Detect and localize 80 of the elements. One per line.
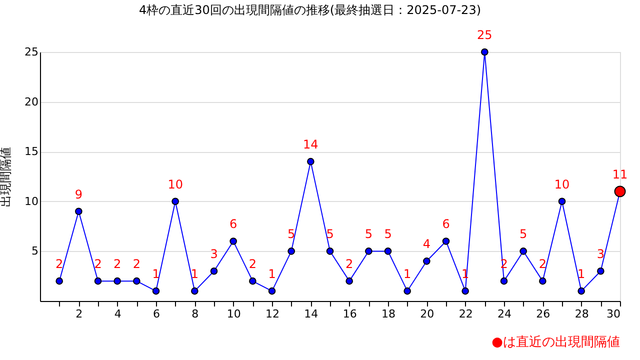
point (384, 248, 392, 255)
data-label: 2 (94, 257, 102, 272)
point (597, 267, 604, 275)
point (172, 198, 179, 206)
data-label: 1 (152, 267, 160, 282)
data-label: 5 (384, 227, 392, 242)
x-tick-label: 16 (342, 308, 357, 320)
x-tick-label: 22 (458, 308, 473, 320)
point (346, 277, 353, 285)
data-label: 1 (190, 267, 198, 282)
point (288, 248, 295, 255)
data-label: 10 (168, 177, 183, 192)
x-tick-label: 4 (114, 308, 122, 320)
point (500, 277, 508, 285)
point (249, 277, 256, 285)
data-label: 10 (554, 177, 570, 192)
point (133, 277, 140, 285)
chart-title: 4枠の直近30回の出現間隔値の推移(最終抽選日：2025-07-23) (138, 3, 482, 17)
x-tick-label: 12 (266, 308, 280, 320)
data-label: 11 (612, 167, 628, 182)
data-label: 9 (74, 187, 82, 202)
point (210, 267, 218, 275)
point (442, 238, 450, 245)
point (326, 248, 334, 255)
x-tick-label: 14 (304, 308, 318, 320)
x-tick-label: 26 (536, 308, 550, 320)
point (94, 277, 102, 285)
data-label: 3 (596, 247, 604, 262)
data-label: 1 (268, 267, 276, 282)
data-label: 5 (326, 227, 334, 242)
data-label: 2 (538, 257, 546, 272)
x-tick-label: 28 (574, 308, 589, 320)
point (462, 287, 469, 295)
x-tick-label: 8 (192, 308, 199, 320)
data-label: 5 (364, 227, 372, 242)
x-tick-label: 6 (153, 308, 160, 320)
x-tick-label: 2 (76, 308, 83, 320)
point (75, 208, 82, 216)
point (423, 258, 430, 265)
data-label: 6 (442, 217, 450, 232)
point (520, 248, 527, 255)
data-label: 2 (114, 257, 122, 272)
data-label: 2 (346, 257, 354, 272)
data-label: 14 (303, 138, 318, 152)
point (404, 287, 411, 295)
text: ●は直近の出現間隔値 (492, 335, 620, 350)
data-label: 2 (132, 257, 140, 272)
point (114, 277, 121, 285)
data-label: 1 (404, 267, 412, 282)
data-label: 4 (422, 237, 430, 252)
point (191, 287, 198, 295)
y-tick-label: 5 (32, 244, 38, 258)
x-tick-label: 24 (498, 308, 512, 320)
data-label: 5 (288, 227, 296, 242)
data-label: 3 (210, 247, 218, 262)
y-tick-label: 15 (24, 145, 38, 158)
x-tick-label: 20 (420, 308, 434, 320)
x-tick-label: 18 (382, 308, 396, 320)
data-label: 25 (477, 28, 492, 42)
data-label: 2 (248, 257, 256, 272)
point (578, 287, 585, 295)
point (152, 287, 160, 295)
point (481, 48, 488, 56)
x-tick-label: 10 (226, 308, 241, 320)
point (365, 248, 372, 255)
y-axis-title: 出現間隔値 (0, 147, 13, 207)
data-label: 2 (56, 257, 64, 272)
point (558, 198, 566, 206)
point (307, 158, 314, 166)
x-tick-label: 30 (606, 308, 620, 320)
y-tick-label: 20 (24, 95, 38, 108)
point (230, 238, 237, 245)
data-label: 1 (578, 267, 586, 282)
data-label: 6 (230, 217, 238, 232)
data-label: 5 (520, 227, 528, 242)
point (268, 287, 276, 295)
y-tick-label: 10 (24, 194, 38, 208)
y-tick-label: 25 (24, 46, 38, 58)
point (539, 277, 546, 285)
point (56, 277, 63, 285)
